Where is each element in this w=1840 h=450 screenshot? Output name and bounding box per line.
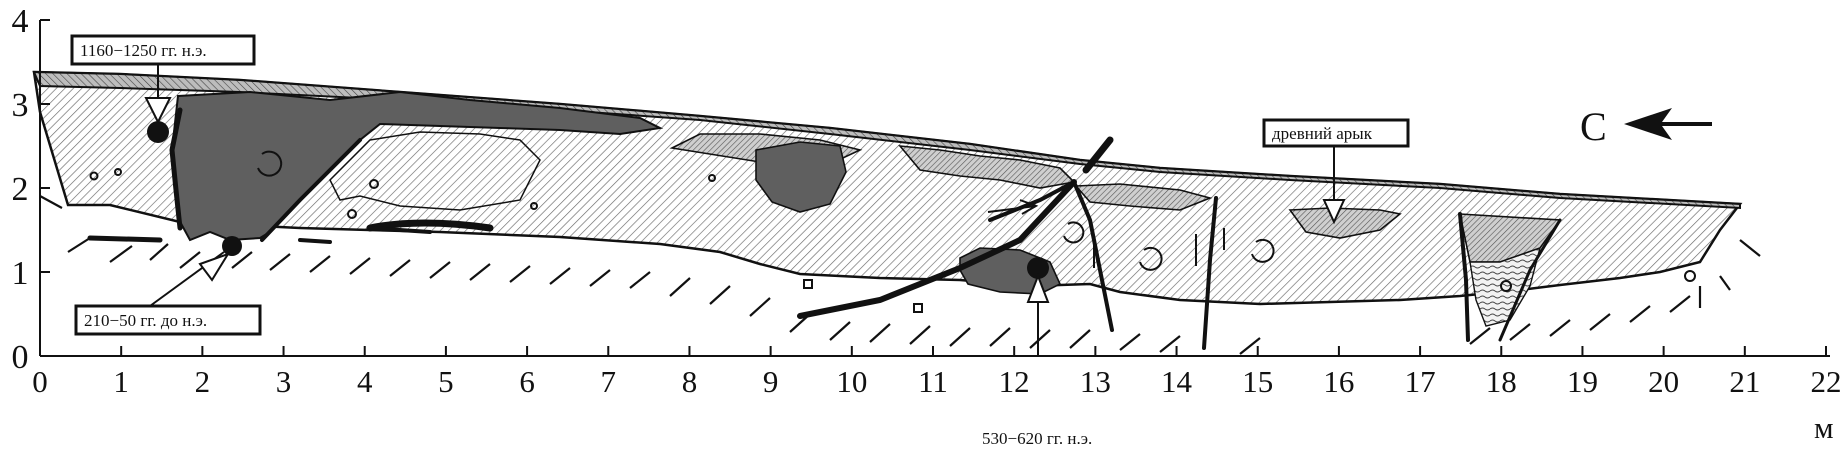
soil-body [32, 70, 1743, 327]
x-tick-label: 18 [1486, 364, 1517, 399]
x-tick-label: 13 [1080, 364, 1111, 399]
dark-lens-3m [298, 238, 332, 244]
vertical-17-7m [1458, 212, 1470, 342]
flow-marks [89, 150, 1696, 313]
x-tick-label: 0 [32, 364, 48, 399]
swirl-icon [1251, 238, 1275, 263]
north-indicator: С [1580, 104, 1712, 149]
x-tick-label: 7 [601, 364, 617, 399]
callout-bottom-center-text: 530−620 гг. н.э. [982, 429, 1092, 448]
y-tick-label: 3 [12, 87, 29, 124]
small-arrow-icon [987, 199, 1039, 215]
callout-box [74, 304, 262, 336]
callout-top-date-text: 1160−1250 гг. н.э. [80, 41, 207, 60]
x-tick-labels: 0 1 2 3 4 5 6 7 8 9 10 11 12 13 14 15 16 17 18 19 20 21 22 [32, 364, 1840, 399]
light-pocket [329, 131, 541, 211]
x-tick-label: 15 [1242, 364, 1273, 399]
y-tick-label: 2 [12, 171, 29, 208]
dark-pit-left [170, 90, 664, 242]
callout-box [70, 34, 256, 66]
y-tick-label: 1 [12, 255, 29, 292]
x-tick-label: 19 [1567, 364, 1598, 399]
pebble-icon [114, 168, 122, 176]
y-tick-label: 4 [12, 3, 29, 40]
vertical-14-5m [1202, 196, 1218, 350]
x-tick-label: 22 [1811, 364, 1840, 399]
pebble-icon [369, 179, 379, 189]
callout-bottom-left-date: 210−50 гг. до н.э. [74, 251, 262, 336]
base-hatch-ticks [39, 195, 1761, 355]
x-tick-label: 1 [113, 364, 129, 399]
vertical-18-7m [1498, 218, 1562, 342]
x-ticks [39, 346, 1827, 356]
shard-icon [913, 303, 923, 313]
x-unit-label: м [1814, 410, 1834, 445]
pebble-icon [347, 209, 357, 219]
boundary-2 [260, 138, 362, 242]
filled-circle-icon [1027, 257, 1049, 279]
pointer-triangle-icon [144, 97, 172, 125]
shard-icon [803, 279, 813, 289]
x-tick-label: 12 [999, 364, 1030, 399]
dark-blob-9m [755, 141, 847, 213]
left-arrow-icon [1624, 108, 1712, 140]
fault-main [797, 179, 1077, 319]
filled-circle-icon [147, 121, 169, 143]
pebble-icon [530, 202, 538, 210]
x-tick-label: 21 [1729, 364, 1760, 399]
north-letter: С [1580, 104, 1607, 149]
x-tick-label: 11 [918, 364, 948, 399]
x-tick-label: 5 [438, 364, 454, 399]
fault-upper [988, 180, 1076, 222]
x-tick-label: 17 [1405, 364, 1436, 399]
swirl-icon [257, 150, 283, 177]
x-tick-label: 8 [682, 364, 698, 399]
x-tick-label: 6 [519, 364, 535, 399]
pointer-triangle-icon [1026, 273, 1050, 303]
pebble-icon [708, 174, 716, 182]
callout-bottom-center-date: 530−620 гг. н.э. [982, 273, 1092, 448]
pebble-icon [1500, 280, 1512, 292]
boundary-1 [169, 107, 183, 231]
dark-dash-2m [87, 235, 163, 243]
medium-wedge-13m [1074, 183, 1213, 211]
pebble-icon [1684, 270, 1696, 282]
dark-dash-4m [368, 226, 432, 234]
axes [39, 19, 1830, 357]
fault-short [1082, 136, 1114, 174]
callout-ancient-ditch: древний арык [1262, 118, 1410, 225]
callout-box [1262, 118, 1410, 148]
y-tick-labels: 0 1 2 3 4 [12, 3, 29, 376]
callout-bottom-left-text: 210−50 гг. до н.э. [84, 311, 207, 330]
dark-lens-5m [366, 219, 494, 232]
y-tick-label: 0 [12, 339, 29, 376]
x-tick-label: 10 [836, 364, 867, 399]
x-tick-label: 3 [276, 364, 292, 399]
swirl-icon [1063, 221, 1085, 244]
callout-ancient-ditch-text: древний арык [1272, 124, 1373, 143]
boundary-lines [87, 107, 1562, 350]
swirl-icon [1139, 246, 1163, 271]
x-tick-label: 9 [763, 364, 779, 399]
pointer-triangle-icon [1322, 199, 1346, 225]
x-tick-label: 2 [195, 364, 211, 399]
wavy-lens-18m [1469, 246, 1542, 327]
pebble-icon [89, 171, 99, 181]
x-tick-label: 16 [1323, 364, 1354, 399]
x-tick-label: 4 [357, 364, 373, 399]
callout-top-date: 1160−1250 гг. н.э. [70, 34, 256, 125]
y-ticks [40, 19, 50, 357]
pointer-triangle-icon [198, 252, 231, 282]
x-tick-label: 20 [1648, 364, 1679, 399]
filled-circle-icon [222, 236, 242, 256]
x-tick-label: 14 [1161, 364, 1193, 399]
sample-markers [147, 121, 1049, 279]
